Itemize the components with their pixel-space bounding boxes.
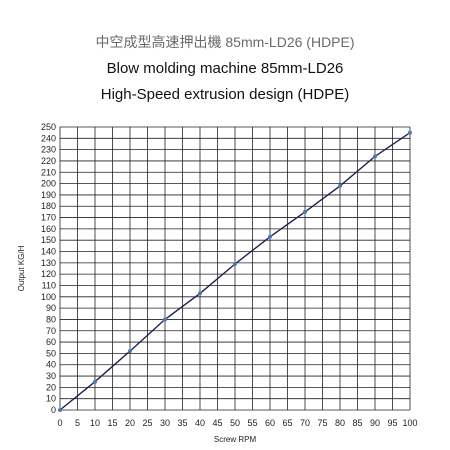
data-point: [233, 261, 237, 266]
y-tick-label: 210: [41, 167, 56, 177]
x-tick-label: 90: [370, 418, 380, 428]
x-tick-label: 15: [107, 418, 117, 428]
y-tick-label: 190: [41, 190, 56, 200]
x-tick-label: 50: [230, 418, 240, 428]
data-points: [58, 130, 412, 412]
data-point: [93, 379, 97, 384]
y-tick-label: 140: [41, 247, 56, 257]
y-tick-label: 120: [41, 269, 56, 279]
x-tick-label: 85: [352, 418, 362, 428]
y-tick-label: 220: [41, 156, 56, 166]
x-tick-label: 30: [160, 418, 170, 428]
y-tick-label: 170: [41, 213, 56, 223]
x-tick-label: 45: [212, 418, 222, 428]
x-tick-label: 5: [75, 418, 80, 428]
chart-subtitle-1: Blow molding machine 85mm-LD26: [106, 60, 344, 77]
x-tick-label: 75: [317, 418, 327, 428]
x-tick-label: 70: [300, 418, 310, 428]
y-tick-label: 100: [41, 292, 56, 302]
x-tick-label: 80: [335, 418, 345, 428]
x-tick-label: 55: [247, 418, 257, 428]
y-tick-label: 230: [41, 145, 56, 155]
data-point: [198, 291, 202, 296]
x-axis-ticks: 0 5 10 15 20 25 30 35 40 45 50 55 60 65 70 75 80 85 90 95 10…: [57, 418, 417, 428]
y-tick-label: 250: [41, 122, 56, 132]
data-point: [338, 183, 342, 188]
x-tick-label: 35: [177, 418, 187, 428]
y-tick-label: 70: [46, 326, 56, 336]
x-tick-label: 25: [142, 418, 152, 428]
chart-title: 中空成型高速押出機 85mm-LD26 (HDPE): [95, 34, 355, 50]
y-tick-label: 0: [51, 405, 56, 415]
x-tick-label: 95: [387, 418, 397, 428]
data-point: [163, 317, 167, 322]
y-tick-label: 50: [46, 348, 56, 358]
x-tick-label: 100: [402, 418, 417, 428]
data-point: [303, 209, 307, 214]
y-tick-label: 80: [46, 314, 56, 324]
data-point: [373, 154, 377, 159]
x-tick-label: 20: [125, 418, 135, 428]
y-tick-label: 20: [46, 382, 56, 392]
x-tick-label: 0: [57, 418, 62, 428]
y-tick-label: 30: [46, 371, 56, 381]
y-tick-label: 150: [41, 235, 56, 245]
data-point: [128, 349, 132, 354]
y-tick-label: 160: [41, 224, 56, 234]
chart-subtitle-2: High-Speed extrusion design (HDPE): [100, 86, 350, 103]
y-axis-label: Output KG/H: [17, 245, 26, 291]
data-point: [408, 130, 412, 135]
x-axis-label: Screw RPM: [214, 435, 257, 444]
y-tick-label: 240: [41, 133, 56, 143]
y-tick-label: 40: [46, 360, 56, 370]
y-tick-label: 130: [41, 258, 56, 268]
data-point: [58, 408, 62, 412]
grid-lines: [59, 126, 411, 411]
y-tick-label: 10: [46, 394, 56, 404]
y-tick-label: 60: [46, 337, 56, 347]
y-tick-label: 180: [41, 201, 56, 211]
x-tick-label: 60: [265, 418, 275, 428]
data-point: [268, 234, 272, 239]
y-tick-label: 200: [41, 179, 56, 189]
y-tick-label: 110: [42, 280, 56, 290]
y-tick-label: 90: [46, 303, 56, 313]
x-tick-label: 40: [195, 418, 205, 428]
x-tick-label: 65: [282, 418, 292, 428]
x-tick-label: 10: [90, 418, 100, 428]
